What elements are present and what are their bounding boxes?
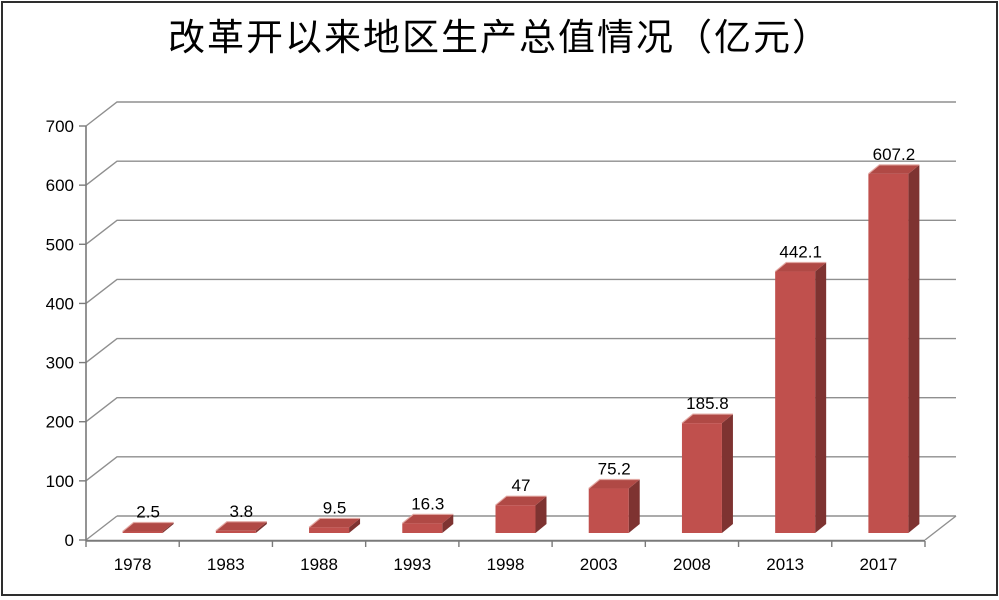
x-axis-label-1978: 1978 — [114, 555, 152, 574]
bar-front-face — [681, 423, 722, 533]
bar-top-face — [588, 479, 640, 489]
bar-1993 — [401, 513, 454, 533]
bar-top-face — [122, 522, 174, 532]
axes — [79, 125, 926, 547]
gridline — [85, 160, 956, 186]
gridline — [85, 337, 956, 364]
gridline — [85, 278, 956, 304]
bar-1988 — [308, 517, 361, 533]
column-chart-3d: 0 100 200 300 400 500 600 700 1978 1983 1988 1993 19… — [46, 101, 957, 574]
bar-value-label: 47 — [512, 476, 531, 495]
bar-value-label: 16.3 — [411, 494, 444, 513]
bar-front-face — [215, 530, 256, 533]
bar-top-face — [402, 514, 454, 524]
gridline — [85, 101, 956, 127]
bar-top-face — [681, 414, 733, 424]
bar-2017 — [868, 164, 920, 533]
bar-value-label: 607.2 — [873, 145, 916, 164]
bar-2013 — [774, 261, 827, 533]
bar-value-label: 185.8 — [686, 394, 729, 413]
x-axis-label-2017: 2017 — [859, 555, 897, 574]
bar-top-face — [775, 262, 827, 272]
bar-highlight-edge — [215, 521, 267, 532]
bar-value-label: 442.1 — [779, 243, 822, 262]
gridline — [85, 219, 956, 245]
y-axis-label-300: 300 — [46, 354, 74, 373]
gridlines — [85, 101, 957, 541]
x-axis-label-1988: 1988 — [300, 555, 338, 574]
x-axis-label-1993: 1993 — [393, 555, 431, 574]
bar-top-face — [309, 518, 361, 528]
bar-highlight-edge — [681, 413, 733, 424]
bar-front-face — [402, 523, 443, 533]
bar-top-face — [215, 521, 267, 531]
bars-series — [122, 164, 920, 533]
bar-value-label: 3.8 — [230, 502, 254, 521]
y-axis-label-100: 100 — [46, 472, 74, 491]
bar-top-face — [868, 164, 920, 174]
bar-top-face — [495, 496, 547, 506]
bar-front-face — [309, 527, 350, 533]
bar-side-face — [162, 522, 174, 533]
y-axis-label-700: 700 — [46, 117, 74, 136]
bar-front-face — [588, 488, 629, 533]
y-axis-label-0: 0 — [65, 531, 74, 550]
y-axis-label-400: 400 — [46, 294, 74, 313]
y-axis-label-200: 200 — [46, 413, 74, 432]
x-axis-label-2003: 2003 — [580, 555, 618, 574]
bar-highlight-edge — [588, 478, 640, 489]
bar-front-face — [495, 505, 536, 533]
bar-side-face — [721, 414, 733, 533]
bar-1978 — [122, 521, 174, 533]
bar-2003 — [588, 478, 640, 533]
gridline — [85, 456, 956, 482]
bar-side-face — [349, 518, 361, 533]
x-axis-label-2008: 2008 — [673, 555, 711, 574]
bar-highlight-edge — [774, 261, 827, 272]
bar-1998 — [495, 495, 547, 533]
x-axis-label-1998: 1998 — [487, 555, 525, 574]
bar-side-face — [628, 479, 640, 533]
bar-2008 — [681, 413, 733, 533]
bar-side-face — [535, 496, 547, 533]
x-axis-label-2013: 2013 — [766, 555, 804, 574]
bar-side-face — [255, 521, 267, 533]
bar-value-label: 75.2 — [598, 460, 631, 479]
bar-side-face — [815, 262, 827, 533]
y-axis-label-600: 600 — [46, 176, 74, 195]
x-axis-label-1983: 1983 — [207, 555, 245, 574]
bar-highlight-edge — [122, 521, 174, 532]
y-axis-label-500: 500 — [46, 235, 74, 254]
bar-highlight-edge — [495, 495, 547, 506]
bar-highlight-edge — [868, 164, 920, 175]
bar-side-face — [908, 164, 920, 533]
bar-highlight-edge — [401, 513, 454, 524]
floor-right-edge — [924, 515, 957, 541]
bar-highlight-edge — [308, 517, 361, 528]
gridline — [85, 397, 956, 423]
chart-title: 改革开以来地区生产总值情况（亿元） — [168, 16, 831, 59]
bar-front-face — [868, 173, 909, 533]
bar-front-face — [775, 271, 816, 533]
floor-left-edge — [85, 515, 118, 541]
bar-1983 — [215, 521, 267, 533]
bar-value-label: 9.5 — [323, 498, 347, 517]
bar-front-face — [122, 531, 163, 533]
bar-side-face — [442, 514, 454, 533]
bar-value-label: 2.5 — [136, 503, 160, 522]
